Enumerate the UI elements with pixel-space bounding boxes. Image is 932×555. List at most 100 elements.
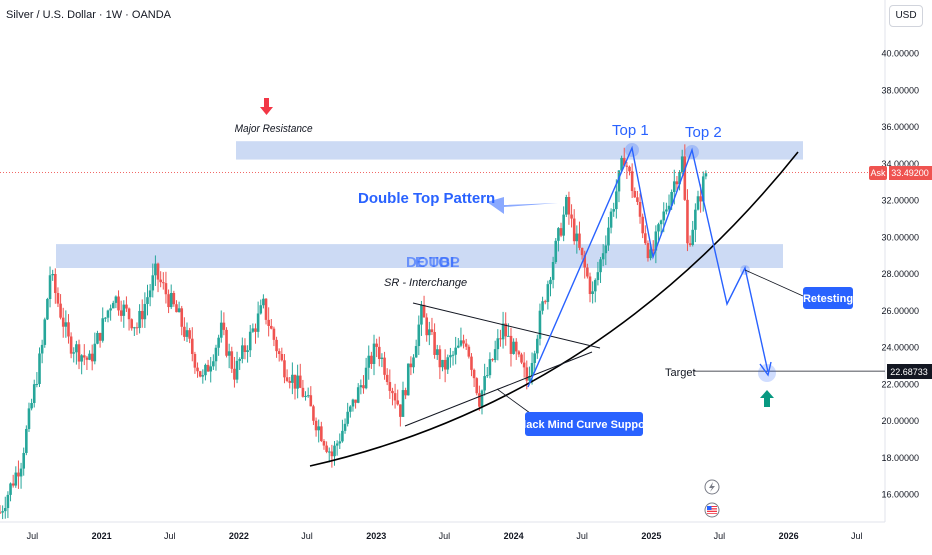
candle-body — [77, 344, 81, 362]
candle-body — [509, 335, 513, 354]
time-tick-label: Jul — [439, 531, 451, 541]
candle-body — [622, 157, 626, 166]
candle-body — [272, 328, 276, 340]
candle-body — [106, 310, 110, 318]
candle-body — [425, 317, 428, 336]
candle-body — [678, 171, 681, 185]
candle-body — [22, 452, 26, 469]
candle-body — [25, 428, 28, 453]
candle-body — [59, 303, 62, 318]
candle-body — [412, 357, 415, 368]
candle-body — [638, 201, 642, 217]
candle-body — [209, 366, 213, 372]
candle-body — [609, 211, 613, 228]
candle-body — [512, 341, 515, 354]
candle-body — [69, 336, 73, 354]
candle-body — [591, 291, 594, 295]
candle-body — [35, 383, 39, 385]
retesting-connector — [744, 269, 804, 297]
candle-body — [686, 199, 689, 244]
candle-body — [462, 340, 465, 344]
time-tick-label: 2026 — [779, 531, 799, 541]
candle-body — [159, 279, 162, 283]
candle-body — [293, 374, 297, 389]
currency-button[interactable]: USD — [889, 5, 923, 27]
time-tick-label: 2025 — [641, 531, 661, 541]
candle-body — [491, 359, 494, 361]
candle-body — [457, 345, 460, 348]
candle-body — [428, 329, 431, 336]
price-tick-label: 34.00000 — [881, 159, 919, 169]
candle-body — [196, 367, 199, 372]
candle-body — [320, 426, 323, 441]
price-tick-label: 40.00000 — [881, 49, 919, 59]
candle-body — [169, 292, 173, 308]
price-tick-label: 38.00000 — [881, 85, 919, 95]
candle-body — [536, 338, 539, 354]
candle-body — [475, 378, 479, 394]
price-tick-label: 30.00000 — [881, 232, 919, 242]
candle-body — [496, 338, 500, 350]
candle-body — [391, 390, 394, 394]
candle-body — [375, 343, 378, 347]
candle-body — [651, 249, 655, 251]
candle-body — [541, 301, 544, 311]
candle-body — [230, 351, 234, 369]
candle-body — [625, 165, 629, 167]
candle-body — [701, 176, 705, 202]
candle-body — [443, 359, 447, 370]
candle-body — [32, 384, 36, 404]
price-tick-label: 32.00000 — [881, 196, 919, 206]
candle-body — [9, 483, 12, 495]
candle-body — [657, 224, 660, 232]
candle-body — [291, 374, 294, 383]
candle-body — [417, 324, 421, 347]
candle-body — [464, 343, 468, 347]
ask-tag-value-box — [889, 166, 932, 180]
candle-body — [559, 228, 563, 236]
candle-body — [580, 247, 584, 256]
candle-body — [235, 360, 239, 380]
us-flag-event-icon[interactable] — [704, 502, 720, 518]
double-top-zigzag — [527, 145, 769, 388]
time-tick-label: 2023 — [366, 531, 386, 541]
candle-body — [383, 357, 386, 375]
candle-body — [256, 313, 260, 332]
candle-body — [133, 327, 136, 329]
candle-body — [470, 356, 473, 370]
watermark-text-b: E TOP — [415, 254, 460, 271]
candle-body — [649, 249, 652, 259]
candle-body — [148, 290, 152, 298]
candle-body — [335, 443, 339, 446]
candle-body — [483, 376, 486, 391]
major-resistance-arrow — [260, 98, 273, 115]
watermark-text-a: DOUBL — [406, 254, 459, 271]
target-tag-box — [887, 364, 932, 379]
candle-body — [338, 441, 342, 444]
candle-body — [644, 233, 647, 244]
candle-body — [154, 263, 157, 276]
candle-body — [177, 308, 181, 313]
candle-body — [388, 382, 392, 391]
candle-body — [264, 298, 268, 320]
candle-body — [599, 259, 602, 273]
candle-body — [269, 325, 273, 329]
candle-body — [322, 440, 326, 446]
double-top-arrow — [487, 197, 558, 214]
price-tick-label: 28.00000 — [881, 269, 919, 279]
time-tick-label: 2024 — [504, 531, 524, 541]
retesting-label-box — [803, 287, 853, 309]
candle-body — [93, 343, 97, 362]
candle-body — [422, 304, 426, 318]
candle-body — [114, 296, 118, 303]
curve-support-label: Black Mind Curve Support — [515, 419, 653, 431]
candle-body — [61, 317, 65, 327]
candle-body — [104, 317, 107, 319]
lightning-event-icon[interactable] — [704, 479, 720, 495]
candle-body — [151, 275, 155, 291]
candle-body — [433, 332, 436, 355]
candle-body — [280, 353, 284, 361]
candle-body — [401, 390, 405, 417]
candle-body — [96, 332, 99, 344]
